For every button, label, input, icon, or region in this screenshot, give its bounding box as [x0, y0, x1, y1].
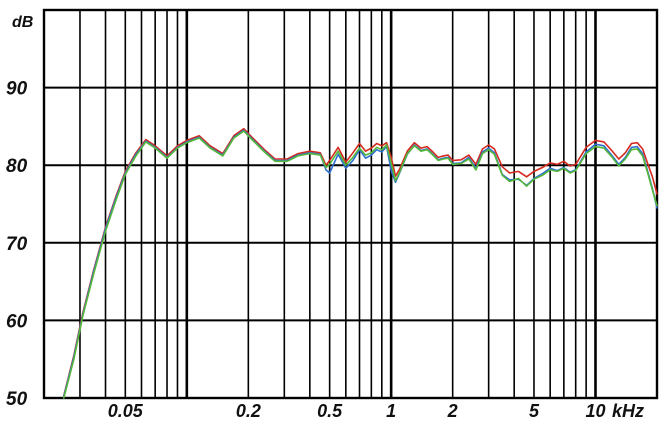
y-axis-label: dB — [12, 14, 33, 31]
x-tick-label: 1 — [386, 401, 396, 419]
x-tick-label: 0.5 — [317, 401, 343, 419]
x-tick-label: 5 — [529, 401, 540, 419]
x-tick-label: 2 — [447, 401, 458, 419]
x-tick-label: 0.05 — [108, 401, 144, 419]
y-tick-label: 80 — [6, 156, 28, 177]
grid — [44, 10, 657, 398]
plot-border — [42, 8, 659, 400]
y-tick-label: 60 — [6, 311, 28, 332]
y-tick-label: 70 — [6, 234, 28, 255]
x-tick-label: 0.2 — [236, 401, 261, 419]
series-line-3 — [62, 130, 658, 399]
x-axis-unit: kHz — [612, 401, 644, 419]
series-line-2 — [62, 129, 658, 398]
y-tick-label: 50 — [6, 389, 28, 410]
y-tick-label: 90 — [6, 79, 28, 100]
x-tick-label: 10 — [585, 401, 605, 419]
series-lines — [62, 127, 658, 399]
plot-frame — [42, 8, 659, 400]
series-line-1 — [62, 127, 658, 397]
axis-labels: dB 90 80 70 60 50 0.05 0.2 0.5 1 2 5 10 kHz — [6, 14, 644, 421]
